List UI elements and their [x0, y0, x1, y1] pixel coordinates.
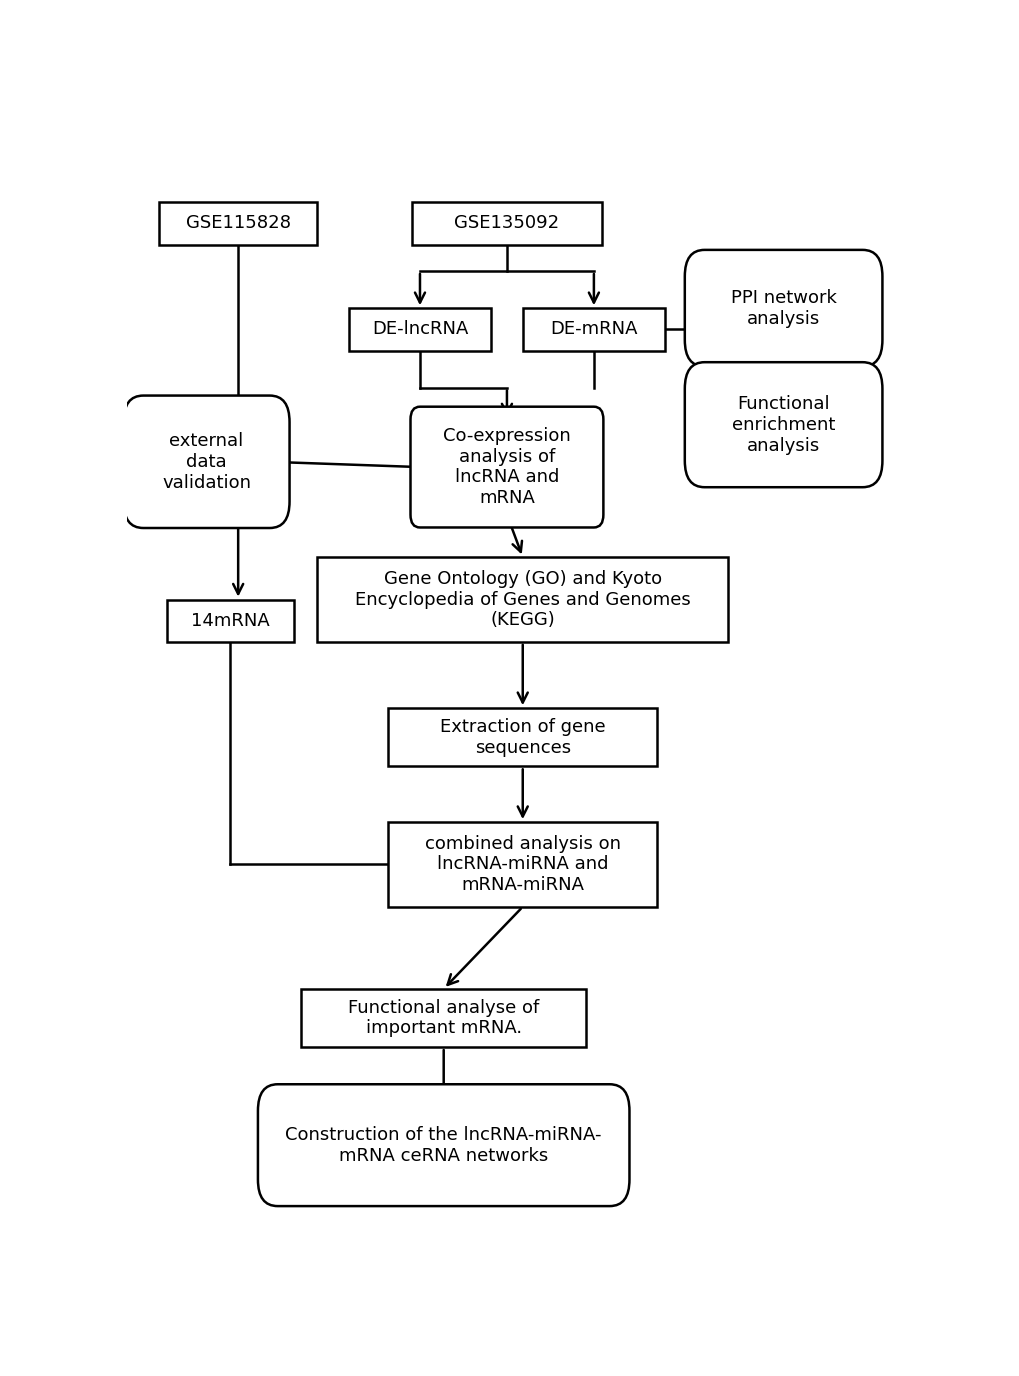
- Text: GSE135092: GSE135092: [453, 215, 559, 233]
- Text: Construction of the lncRNA-miRNA-
mRNA ceRNA networks: Construction of the lncRNA-miRNA- mRNA c…: [285, 1126, 601, 1164]
- FancyBboxPatch shape: [159, 202, 317, 245]
- FancyBboxPatch shape: [388, 709, 656, 766]
- Text: Functional
enrichment
analysis: Functional enrichment analysis: [732, 395, 835, 454]
- FancyBboxPatch shape: [258, 1084, 629, 1207]
- Text: combined analysis on
lncRNA-miRNA and
mRNA-miRNA: combined analysis on lncRNA-miRNA and mR…: [424, 835, 621, 894]
- Text: 14mRNA: 14mRNA: [191, 612, 269, 630]
- Text: Functional analyse of
important mRNA.: Functional analyse of important mRNA.: [347, 999, 539, 1038]
- FancyBboxPatch shape: [412, 202, 601, 245]
- Text: DE-lncRNA: DE-lncRNA: [372, 321, 468, 338]
- FancyBboxPatch shape: [167, 600, 293, 641]
- FancyBboxPatch shape: [388, 821, 656, 907]
- FancyBboxPatch shape: [302, 989, 586, 1047]
- FancyBboxPatch shape: [317, 557, 728, 641]
- Text: PPI network
analysis: PPI network analysis: [730, 289, 836, 327]
- Text: external
data
validation: external data validation: [162, 432, 251, 491]
- FancyBboxPatch shape: [684, 362, 881, 487]
- FancyBboxPatch shape: [684, 250, 881, 366]
- Text: GSE115828: GSE115828: [185, 215, 290, 233]
- Text: Extraction of gene
sequences: Extraction of gene sequences: [439, 718, 605, 757]
- Text: DE-mRNA: DE-mRNA: [549, 321, 637, 338]
- FancyBboxPatch shape: [348, 308, 491, 351]
- FancyBboxPatch shape: [410, 407, 603, 527]
- FancyBboxPatch shape: [522, 308, 664, 351]
- FancyBboxPatch shape: [123, 395, 289, 528]
- Text: Co-expression
analysis of
lncRNA and
mRNA: Co-expression analysis of lncRNA and mRN…: [442, 427, 571, 508]
- Text: Gene Ontology (GO) and Kyoto
Encyclopedia of Genes and Genomes
(KEGG): Gene Ontology (GO) and Kyoto Encyclopedi…: [355, 570, 690, 629]
